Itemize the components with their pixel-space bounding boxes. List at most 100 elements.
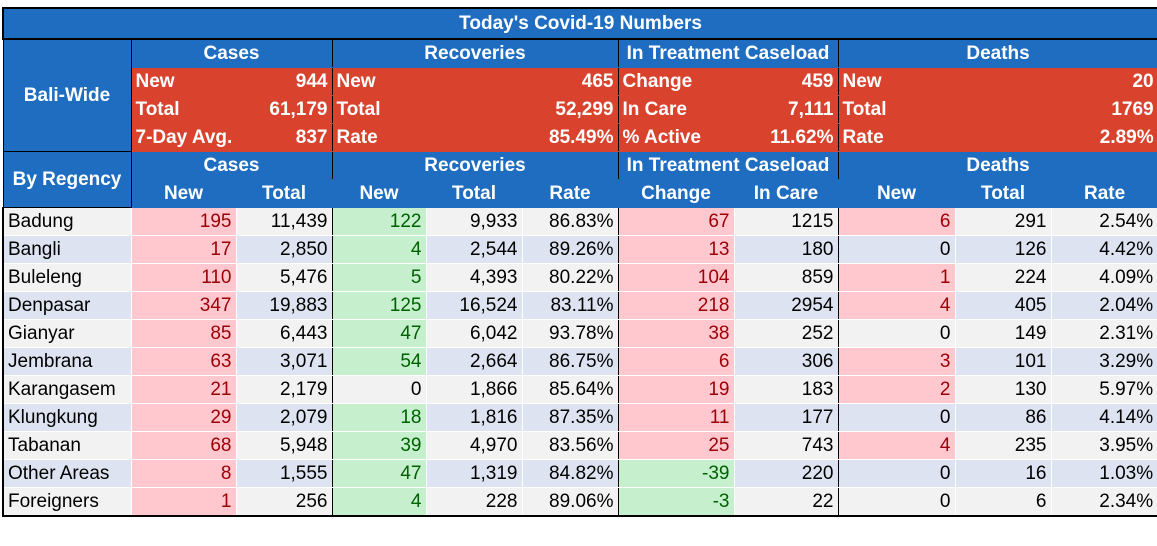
cell-c-total: 1,555 (235, 459, 333, 488)
cell-r-total: 2,664 (425, 347, 523, 376)
cell-c-new: 63 (130, 347, 237, 376)
cell-d-new: 0 (837, 235, 956, 264)
cell-d-total: 126 (954, 235, 1052, 264)
cell-c-new: 21 (130, 375, 237, 404)
cell-t-change: 104 (617, 263, 735, 292)
cell-r-total: 16,524 (425, 291, 523, 320)
bali-wide-row: 7-Day Avg. 837 Rate 85.49%% Active 11.62% Rat… (3, 123, 1157, 152)
cell-d-rate: 4.42% (1050, 235, 1157, 264)
table-row: Badung 195 11,439 122 9,933 86.83% 67 1215 6 291 2… (2, 207, 1157, 236)
cell-r-new: 122 (331, 207, 427, 236)
cell-c-total: 256 (235, 487, 333, 517)
cell-r-total: 9,933 (425, 207, 523, 236)
cell-r-new: 5 (331, 263, 427, 292)
table-row: Other Areas 8 1,555 47 1,319 84.82% -39 220 0 16 1… (2, 459, 1157, 488)
cell-r-total: 1,816 (425, 403, 523, 432)
cell-c-total: 6,443 (235, 319, 333, 348)
regency-name: Bangli (2, 235, 132, 264)
cell-c-new: 17 (130, 235, 237, 264)
table-row: Denpasar 347 19,883 125 16,524 83.11% 218 2954 4… (2, 291, 1157, 320)
table-row: Klungkung 29 2,079 18 1,816 87.35% 11 177 0 86 4.1… (2, 403, 1157, 432)
cell-r-rate: 89.26% (521, 235, 619, 264)
bali-wide-row: New 944 New 465 Change 459 New 20 (3, 67, 1157, 96)
cell-r-rate: 87.35% (521, 403, 619, 432)
cell-r-new: 18 (331, 403, 427, 432)
cell-r-new: 54 (331, 347, 427, 376)
regency-name: Karangasem (2, 375, 132, 404)
cell-c-new: 29 (130, 403, 237, 432)
cases-metric-label: New (130, 67, 237, 96)
bali-wide-label: Bali-Wide (2, 38, 132, 152)
cell-r-total: 228 (425, 487, 523, 517)
recoveries-metric-value: 52,299 (521, 95, 619, 124)
cell-d-total: 224 (954, 263, 1052, 292)
deaths-metric-value: 20 (1050, 67, 1157, 96)
cases-metric-label: 7-Day Avg. (130, 123, 237, 152)
deaths-metric-label: Rate (837, 123, 1052, 152)
cell-d-total: 149 (954, 319, 1052, 348)
cell-t-change: -39 (617, 459, 735, 488)
cell-t-change: 218 (617, 291, 735, 320)
by-regency-label: By Regency (2, 151, 132, 208)
treatment-metric-label: % Active (617, 123, 735, 152)
cell-t-change: 38 (617, 319, 735, 348)
cell-d-new: 2 (837, 375, 956, 404)
cell-c-new: 195 (130, 207, 237, 236)
cell-d-rate: 3.29% (1050, 347, 1157, 376)
regency-group-treatment: In Treatment Caseload (617, 151, 839, 180)
deaths-metric-label: Total (837, 95, 1052, 124)
treatment-metric-label: In Care (617, 95, 735, 124)
table-row: Buleleng 110 5,476 5 4,393 80.22% 104 859 1 224 4.… (2, 263, 1157, 292)
treatment-metric-label: Change (617, 67, 735, 96)
cell-d-new: 4 (837, 291, 956, 320)
column-header: Rate (521, 179, 619, 208)
recoveries-metric-label: New (331, 67, 523, 96)
regency-name: Denpasar (2, 291, 132, 320)
cell-r-new: 4 (331, 487, 427, 517)
regency-group-deaths: Deaths (837, 151, 1157, 180)
cases-metric-label: Total (130, 95, 237, 124)
cell-r-rate: 86.83% (521, 207, 619, 236)
treatment-metric-value: 11.62% (733, 123, 839, 152)
cases-metric-value: 944 (235, 67, 333, 96)
bali-wide-row: Total 61,179 Total 52,299 In Care 7,111 Total 1… (3, 95, 1157, 124)
cell-d-new: 3 (837, 347, 956, 376)
column-header: Total (235, 179, 333, 208)
cell-c-new: 68 (130, 431, 237, 460)
cell-c-total: 5,476 (235, 263, 333, 292)
recoveries-metric-value: 85.49% (521, 123, 619, 152)
recoveries-metric-value: 465 (521, 67, 619, 96)
regency-name: Tabanan (2, 431, 132, 460)
column-header: Rate (1050, 179, 1157, 208)
cell-r-rate: 83.56% (521, 431, 619, 460)
cell-c-new: 1 (130, 487, 237, 517)
cell-d-total: 6 (954, 487, 1052, 517)
cell-r-rate: 89.06% (521, 487, 619, 517)
recoveries-metric-label: Total (331, 95, 523, 124)
cell-c-total: 5,948 (235, 431, 333, 460)
cell-d-rate: 2.04% (1050, 291, 1157, 320)
cell-d-total: 86 (954, 403, 1052, 432)
table-row: Tabanan 68 5,948 39 4,970 83.56% 25 743 4 235 3.95… (2, 431, 1157, 460)
table-title: Today's Covid-19 Numbers (1, 7, 1157, 40)
regency-name: Klungkung (2, 403, 132, 432)
cell-c-total: 2,079 (235, 403, 333, 432)
cases-metric-value: 837 (235, 123, 333, 152)
cell-d-new: 6 (837, 207, 956, 236)
column-header: In Care (733, 179, 839, 208)
cell-r-total: 4,970 (425, 431, 523, 460)
cell-r-total: 4,393 (425, 263, 523, 292)
cell-t-care: 183 (733, 375, 839, 404)
deaths-metric-label: New (837, 67, 1052, 96)
cell-r-rate: 86.75% (521, 347, 619, 376)
regency-group-recoveries: Recoveries (331, 151, 619, 180)
cell-t-care: 1215 (733, 207, 839, 236)
cell-t-change: 6 (617, 347, 735, 376)
table-row: Karangasem 21 2,179 0 1,866 85.64% 19 183 2 130 5.… (2, 375, 1157, 404)
cell-t-care: 859 (733, 263, 839, 292)
cell-r-total: 1,866 (425, 375, 523, 404)
column-header: Total (425, 179, 523, 208)
cell-d-rate: 4.09% (1050, 263, 1157, 292)
cell-t-care: 743 (733, 431, 839, 460)
cell-r-new: 39 (331, 431, 427, 460)
